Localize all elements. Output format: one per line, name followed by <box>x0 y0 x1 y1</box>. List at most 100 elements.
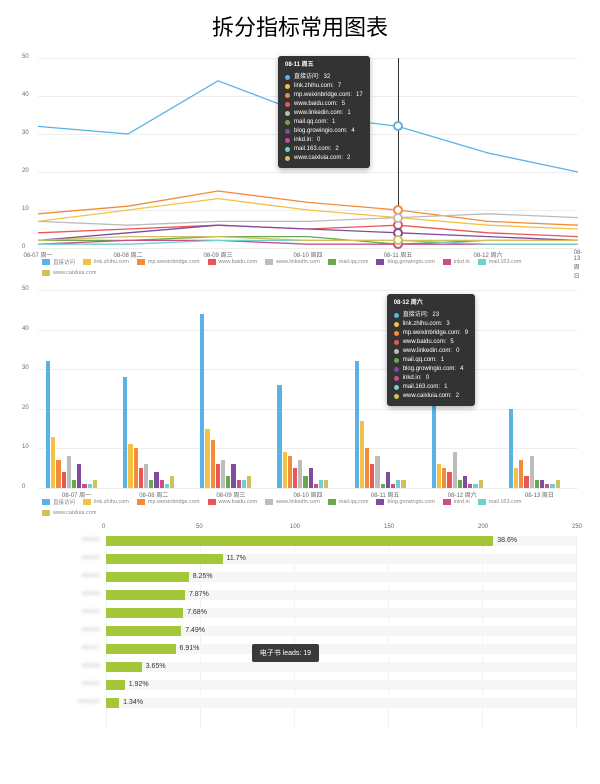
legend-item[interactable]: inkd.in <box>443 258 470 266</box>
bar[interactable] <box>391 484 395 488</box>
bar[interactable] <box>221 460 225 488</box>
legend-item[interactable]: www.caixluia.com <box>42 510 96 516</box>
bar[interactable] <box>293 468 297 488</box>
legend-item[interactable]: mail.163.com <box>478 498 522 506</box>
bar[interactable] <box>62 472 66 488</box>
bar[interactable] <box>437 464 441 488</box>
bar[interactable] <box>396 480 400 488</box>
legend-item[interactable]: 直接访问 <box>42 258 75 266</box>
legend-item[interactable]: blog.growingio.com <box>376 258 434 266</box>
bar[interactable] <box>283 452 287 488</box>
bar[interactable] <box>67 456 71 488</box>
bar[interactable] <box>170 476 174 488</box>
hbar[interactable] <box>106 644 176 654</box>
bar[interactable] <box>370 464 374 488</box>
bar[interactable] <box>72 480 76 488</box>
hbar-category-label: demo10 <box>52 699 100 705</box>
bar[interactable] <box>303 476 307 488</box>
bar[interactable] <box>46 361 50 488</box>
bar[interactable] <box>82 484 86 488</box>
hbar[interactable] <box>106 536 493 546</box>
legend-item[interactable]: 直接访问 <box>42 498 75 506</box>
bar[interactable] <box>319 480 323 488</box>
bar[interactable] <box>216 464 220 488</box>
bar[interactable] <box>314 484 318 488</box>
bar[interactable] <box>401 480 405 488</box>
bar[interactable] <box>442 468 446 488</box>
bar[interactable] <box>360 421 364 488</box>
legend-item[interactable]: www.baidu.com <box>208 258 258 266</box>
bar[interactable] <box>237 480 241 488</box>
legend-item[interactable]: www.baidu.com <box>208 498 258 506</box>
bar[interactable] <box>535 480 539 488</box>
bar[interactable] <box>514 468 518 488</box>
legend-item[interactable]: mail.163.com <box>478 258 522 266</box>
bar[interactable] <box>463 476 467 488</box>
legend-item[interactable]: blog.growingio.com <box>376 498 434 506</box>
bar[interactable] <box>386 472 390 488</box>
legend-item[interactable]: mail.qq.com <box>328 258 369 266</box>
bar[interactable] <box>309 468 313 488</box>
bar[interactable] <box>545 484 549 488</box>
bar[interactable] <box>205 429 209 488</box>
bar[interactable] <box>524 476 528 488</box>
bar[interactable] <box>381 484 385 488</box>
bar[interactable] <box>77 464 81 488</box>
bar[interactable] <box>298 460 302 488</box>
bar[interactable] <box>160 480 164 488</box>
bar[interactable] <box>128 444 132 488</box>
hbar[interactable] <box>106 680 125 690</box>
bar[interactable] <box>56 460 60 488</box>
bar[interactable] <box>355 361 359 488</box>
bar[interactable] <box>149 480 153 488</box>
bar[interactable] <box>556 480 560 488</box>
bar[interactable] <box>530 456 534 488</box>
legend-item[interactable]: www.linkedin.com <box>265 498 320 506</box>
hbar[interactable] <box>106 626 181 636</box>
bar[interactable] <box>134 448 138 488</box>
hbar[interactable] <box>106 590 185 600</box>
bar[interactable] <box>375 456 379 488</box>
bar[interactable] <box>93 480 97 488</box>
bar[interactable] <box>242 480 246 488</box>
bar[interactable] <box>365 448 369 488</box>
bar[interactable] <box>550 484 554 488</box>
bar[interactable] <box>144 464 148 488</box>
legend-item[interactable]: www.caixluia.com <box>42 270 96 276</box>
hbar[interactable] <box>106 608 183 618</box>
legend-item[interactable]: link.zhihu.com <box>83 498 129 506</box>
hbar[interactable] <box>106 554 223 564</box>
bar[interactable] <box>154 472 158 488</box>
bar[interactable] <box>509 409 513 488</box>
bar[interactable] <box>123 377 127 488</box>
bar[interactable] <box>88 484 92 488</box>
bar[interactable] <box>447 472 451 488</box>
legend-item[interactable]: inkd.in <box>443 498 470 506</box>
bar[interactable] <box>165 484 169 488</box>
bar[interactable] <box>473 484 477 488</box>
bar[interactable] <box>540 480 544 488</box>
bar[interactable] <box>324 480 328 488</box>
bar[interactable] <box>200 314 204 488</box>
bar[interactable] <box>247 476 251 488</box>
bar[interactable] <box>277 385 281 488</box>
legend-item[interactable]: mp.weixinbridge.com <box>137 258 200 266</box>
bar[interactable] <box>458 480 462 488</box>
bar[interactable] <box>211 440 215 488</box>
legend-item[interactable]: www.linkedin.com <box>265 258 320 266</box>
bar[interactable] <box>468 484 472 488</box>
legend-item[interactable]: link.zhihu.com <box>83 258 129 266</box>
bar[interactable] <box>231 464 235 488</box>
bar[interactable] <box>288 456 292 488</box>
bar[interactable] <box>479 480 483 488</box>
hbar[interactable] <box>106 572 189 582</box>
bar[interactable] <box>226 476 230 488</box>
bar[interactable] <box>51 437 55 488</box>
hbar[interactable] <box>106 662 142 672</box>
legend-item[interactable]: mp.weixinbridge.com <box>137 498 200 506</box>
hbar[interactable] <box>106 698 119 708</box>
legend-item[interactable]: mail.qq.com <box>328 498 369 506</box>
bar[interactable] <box>519 460 523 488</box>
bar[interactable] <box>453 452 457 488</box>
bar[interactable] <box>139 468 143 488</box>
